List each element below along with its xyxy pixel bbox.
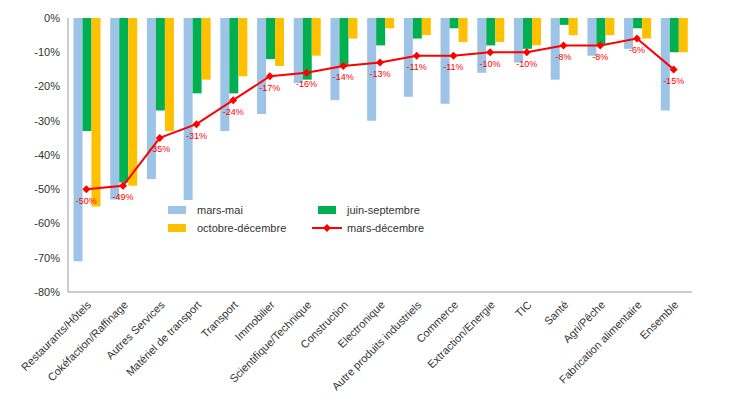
svg-text:-10%: -10% bbox=[34, 46, 60, 58]
svg-text:-50%: -50% bbox=[34, 183, 60, 195]
svg-text:-70%: -70% bbox=[34, 252, 60, 264]
svg-text:-17%: -17% bbox=[259, 83, 280, 93]
svg-text:-8%: -8% bbox=[592, 52, 608, 62]
svg-text:Restaurants/Hôtels: Restaurants/Hôtels bbox=[19, 298, 94, 373]
html-text:octobre-décembre: octobre-décembre bbox=[197, 222, 287, 234]
svg-text:-10%: -10% bbox=[516, 59, 537, 69]
svg-text:-13%: -13% bbox=[369, 69, 390, 79]
svg-text:Cokéfaction/Raffinage: Cokéfaction/Raffinage bbox=[45, 298, 130, 384]
svg-text:-31%: -31% bbox=[186, 131, 207, 141]
svg-text:Santé: Santé bbox=[542, 298, 571, 327]
svg-text:Fabrication alimentaire: Fabrication alimentaire bbox=[557, 298, 644, 385]
svg-text:-40%: -40% bbox=[34, 149, 60, 161]
svg-text:-60%: -60% bbox=[34, 217, 60, 229]
svg-text:Extraction/Energie: Extraction/Energie bbox=[425, 298, 497, 370]
svg-text:-20%: -20% bbox=[34, 80, 60, 92]
svg-text:Transport: Transport bbox=[198, 298, 241, 340]
svg-text:Commerce: Commerce bbox=[413, 298, 461, 345]
svg-text:-16%: -16% bbox=[296, 79, 317, 89]
svg-text:-35%: -35% bbox=[149, 144, 170, 154]
svg-text:-50%: -50% bbox=[76, 196, 97, 206]
svg-text:-15%: -15% bbox=[663, 76, 684, 86]
svg-text:Electronique: Electronique bbox=[335, 298, 387, 351]
svg-text:0%: 0% bbox=[44, 12, 60, 24]
svg-text:Construction: Construction bbox=[298, 298, 351, 351]
svg-text:Scientifique/Technique: Scientifique/Technique bbox=[227, 298, 314, 385]
svg-text:-11%: -11% bbox=[443, 62, 463, 72]
svg-text:-49%: -49% bbox=[113, 192, 134, 202]
svg-text:Immobilier: Immobilier bbox=[232, 298, 277, 343]
html-text:juin-septembre: juin-septembre bbox=[347, 204, 420, 216]
svg-text:-8%: -8% bbox=[556, 52, 572, 62]
html-text:mars-mai: mars-mai bbox=[197, 204, 243, 216]
svg-text:-30%: -30% bbox=[34, 115, 60, 127]
html-text:mars-décembre: mars-décembre bbox=[347, 222, 424, 234]
svg-text:TIC: TIC bbox=[513, 298, 534, 319]
svg-text:Autres Services: Autres Services bbox=[103, 298, 167, 362]
svg-text:-6%: -6% bbox=[629, 45, 645, 55]
svg-text:Autre produits industriels: Autre produits industriels bbox=[330, 298, 424, 392]
svg-text:-24%: -24% bbox=[223, 107, 244, 117]
svg-text:-10%: -10% bbox=[480, 59, 501, 69]
svg-text:Ensemble: Ensemble bbox=[638, 298, 681, 341]
svg-text:-14%: -14% bbox=[333, 72, 354, 82]
svg-text:-11%: -11% bbox=[407, 62, 427, 72]
svg-text:-80%: -80% bbox=[34, 286, 60, 298]
svg-text:Matériel de transport: Matériel de transport bbox=[124, 298, 204, 378]
svg-text:Agri/Pêche: Agri/Pêche bbox=[560, 298, 608, 345]
